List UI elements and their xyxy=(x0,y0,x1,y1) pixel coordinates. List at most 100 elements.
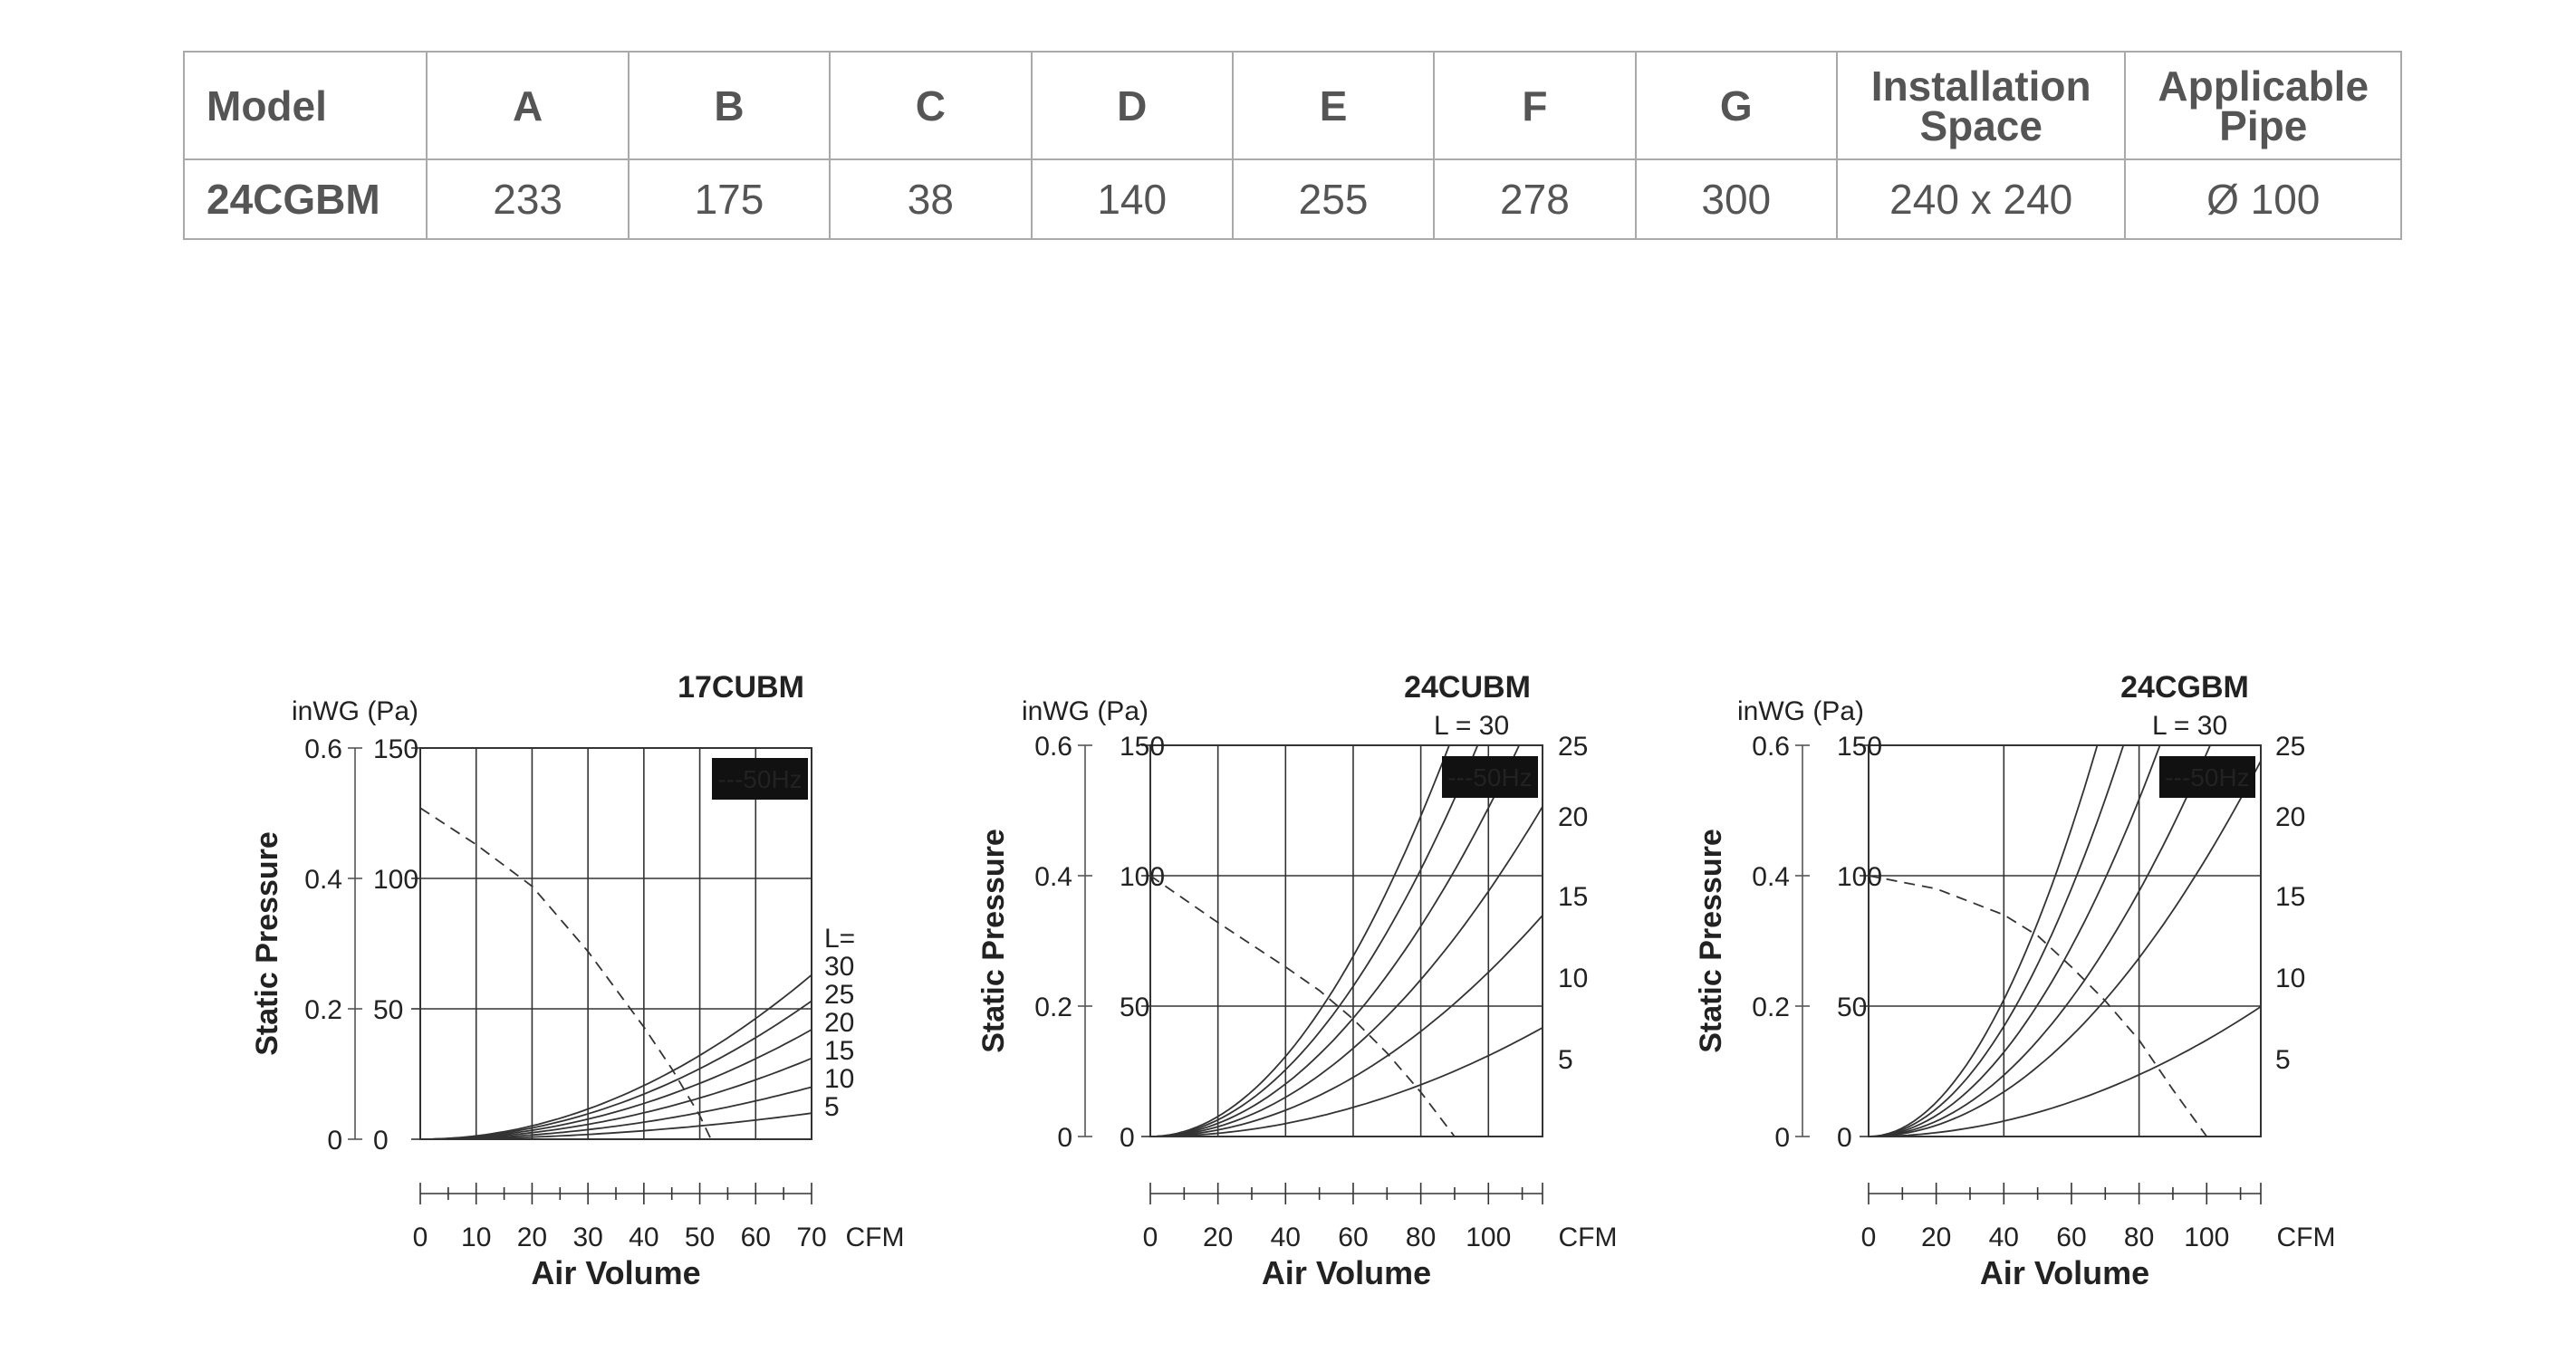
pa-tick-label: 50 xyxy=(373,995,403,1025)
curve-label: 5 xyxy=(824,1092,840,1122)
header-e: E xyxy=(1231,51,1436,160)
inwg-tick-label: 0.2 xyxy=(1034,993,1072,1022)
x-tick-label: 60 xyxy=(2056,1223,2086,1252)
chart-title: 24CGBM xyxy=(2120,670,2249,705)
curve-label: 15 xyxy=(824,1036,854,1066)
curve-label: 10 xyxy=(1558,964,1588,993)
curve-label: 5 xyxy=(1558,1045,1573,1075)
x-unit-label: CFM xyxy=(1559,1223,1618,1252)
pa-tick-label: 100 xyxy=(1120,862,1165,892)
x-unit-label: CFM xyxy=(2277,1223,2336,1252)
system-curve-10 xyxy=(1869,760,2261,1137)
inwg-tick-label: 0.6 xyxy=(1752,732,1790,762)
cell-e: 255 xyxy=(1231,158,1436,240)
y-unit-label: inWG (Pa) xyxy=(1737,696,1864,726)
curve-label: 25 xyxy=(1558,732,1588,762)
system-curve-5 xyxy=(1150,1027,1543,1137)
inwg-tick-label: 0.6 xyxy=(1034,732,1072,762)
inwg-tick-label: 0 xyxy=(1057,1123,1072,1153)
x-tick-label: 0 xyxy=(1861,1223,1877,1252)
system-curve-15 xyxy=(420,1057,812,1139)
frequency-badge: ---50Hz xyxy=(2165,763,2249,791)
x-tick-label: 30 xyxy=(572,1223,602,1252)
curve-label: 20 xyxy=(2275,802,2305,832)
cell-b: 175 xyxy=(627,158,831,240)
x-tick-label: 40 xyxy=(629,1223,658,1252)
curve-label: 20 xyxy=(824,1008,854,1038)
x-tick-label: 50 xyxy=(685,1223,715,1252)
plot-frame xyxy=(1149,744,1543,1137)
curve-label: 20 xyxy=(1558,802,1588,832)
y-unit-label: inWG (Pa) xyxy=(1022,696,1149,726)
pa-tick-label: 0 xyxy=(373,1126,389,1156)
x-tick-label: 0 xyxy=(1143,1223,1158,1252)
x-tick-label: 70 xyxy=(796,1223,826,1252)
pa-tick-label: 150 xyxy=(1837,732,1882,762)
x-tick-label: 10 xyxy=(461,1223,491,1252)
cell-a: 233 xyxy=(426,158,630,240)
x-axis-label: Air Volume xyxy=(531,1254,700,1291)
header-installation-line2: Space xyxy=(1919,101,2043,149)
table-row: 24CGBM 233 175 38 140 255 278 300 240 x … xyxy=(182,158,2402,240)
cell-g: 300 xyxy=(1634,158,1838,240)
x-tick-label: 80 xyxy=(1406,1223,1436,1252)
system-curve-L30 xyxy=(1150,745,1450,1137)
curve-label: 25 xyxy=(2275,732,2305,762)
cell-d: 140 xyxy=(1030,158,1234,240)
x-tick-label: 40 xyxy=(1989,1223,2019,1252)
curve-label: 10 xyxy=(824,1064,854,1094)
fan-curve xyxy=(1868,875,2208,1137)
curve-label: 15 xyxy=(2275,882,2305,912)
inwg-tick-label: 0 xyxy=(327,1126,342,1156)
pa-tick-label: 0 xyxy=(1120,1123,1135,1153)
system-curve-20 xyxy=(1869,745,2161,1137)
frequency-badge-bg xyxy=(712,758,808,800)
spec-table: Model A B C D E F G Installation Space A… xyxy=(182,51,2402,240)
system-curve-20 xyxy=(420,1029,812,1139)
header-c: C xyxy=(829,51,1033,160)
pa-tick-label: 50 xyxy=(1837,993,1867,1022)
chart-24cubm: 24CUBM inWG (Pa) 0 0 0.2 5 0 0.4 100 0.6 150 Static… xyxy=(976,670,1618,1291)
inwg-tick-label: 0.4 xyxy=(1752,862,1790,892)
pa-tick-label: 0 xyxy=(1837,1123,1852,1153)
header-b: B xyxy=(627,51,831,160)
x-tick-label: 60 xyxy=(1338,1223,1368,1252)
plot-frame xyxy=(419,747,812,1140)
frequency-badge: ---50Hz xyxy=(717,765,802,793)
cell-installation-space: 240 x 240 xyxy=(1835,158,2127,240)
x-tick-label: 100 xyxy=(1466,1223,1511,1252)
x-unit-label: CFM xyxy=(846,1223,905,1252)
frequency-badge-bg xyxy=(2159,756,2255,798)
y-axis-label: Static Pressure xyxy=(976,829,1011,1053)
curve-label: L = 30 xyxy=(1434,711,1509,741)
x-tick-label: 40 xyxy=(1271,1223,1301,1252)
header-installation-line1: Installation xyxy=(1870,62,2091,110)
x-axis-label: Air Volume xyxy=(1980,1254,2149,1291)
plot-frame xyxy=(1868,744,2262,1137)
system-curve-30 xyxy=(420,974,812,1139)
x-tick-label: 20 xyxy=(1921,1223,1951,1252)
cell-applicable-pipe: Ø 100 xyxy=(2124,158,2402,240)
system-curve-10 xyxy=(1150,915,1543,1137)
system-curve-5 xyxy=(1869,1005,2261,1137)
chart-title: 17CUBM xyxy=(678,670,804,705)
pa-tick-label: 100 xyxy=(373,865,418,895)
system-curve-20 xyxy=(1150,745,1521,1137)
inwg-tick-label: 0 xyxy=(1774,1123,1790,1153)
header-applicable-pipe: Applicable Pipe xyxy=(2124,51,2402,160)
inwg-tick-label: 0.2 xyxy=(1752,993,1790,1022)
system-curve-25 xyxy=(1150,745,1479,1137)
chart-title: 24CUBM xyxy=(1404,670,1531,705)
cell-f: 278 xyxy=(1433,158,1637,240)
inwg-tick-label: 0.4 xyxy=(1034,862,1072,892)
header-model: Model xyxy=(182,51,428,160)
header-f: F xyxy=(1433,51,1637,160)
inwg-tick-label: 0.2 xyxy=(304,995,342,1025)
header-installation-space: Installation Space xyxy=(1835,51,2127,160)
header-pipe-line2: Pipe xyxy=(2219,101,2308,149)
inwg-tick-label: 0.6 xyxy=(304,734,342,764)
curve-label: 5 xyxy=(2275,1045,2291,1075)
x-tick-label: 20 xyxy=(1203,1223,1233,1252)
pa-tick-label: 150 xyxy=(1120,732,1165,762)
